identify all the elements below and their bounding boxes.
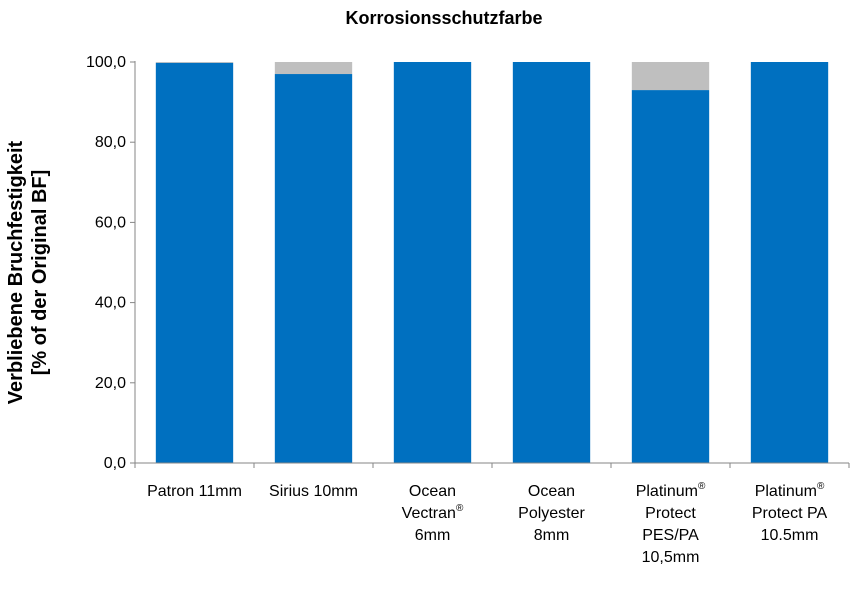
bar-segment-0 (155, 62, 234, 464)
x-category-label: 8mm (534, 527, 570, 544)
bar-segment-1 (631, 62, 710, 91)
x-category-label: Vectran® (402, 503, 464, 522)
bar-segment-0 (512, 62, 591, 463)
x-category-label: Ocean (409, 483, 456, 500)
bar-segment-1 (155, 62, 234, 63)
x-category-label: Polyester (518, 505, 585, 522)
y-axis-title: Verbliebene Bruchfestigkeit [% of der Ori… (5, 140, 51, 404)
x-category-label: Patron 11mm (147, 483, 242, 500)
x-category-label: 10.5mm (761, 527, 819, 544)
y-tick-label: 100,0 (86, 54, 126, 71)
bar-segment-0 (274, 74, 353, 463)
x-category-label: 6mm (415, 527, 451, 544)
bars (155, 62, 829, 464)
y-axis-title-line: Verbliebene Bruchfestigkeit (5, 140, 27, 404)
y-tick-label: 0,0 (104, 455, 126, 472)
y-tick-label: 80,0 (95, 134, 126, 151)
x-category-label: Sirius 10mm (269, 483, 358, 500)
bar-segment-1 (274, 62, 353, 75)
bar-segment-0 (631, 90, 710, 463)
x-category-label: Platinum® (755, 481, 825, 500)
x-category-label: PES/PA (642, 527, 699, 544)
y-tick-label: 40,0 (95, 295, 126, 312)
y-ticks: 0,0 20,0 40,0 60,0 80,0 100,0 (86, 54, 135, 472)
x-category-labels: Patron 11mm Sirius 10mm Ocean Vectran® 6mm Oc… (147, 481, 827, 566)
x-category-label: Protect PA (752, 505, 828, 522)
y-tick-label: 60,0 (95, 214, 126, 231)
x-category-label: Platinum® (636, 481, 706, 500)
y-tick-label: 20,0 (95, 375, 126, 392)
y-axis-title-line: [% of der Original BF] (29, 170, 51, 376)
x-category-label: Ocean (528, 483, 575, 500)
x-category-label: 10,5mm (642, 549, 700, 566)
chart-title: Korrosionsschutzfarbe (345, 8, 542, 28)
axes (134, 61, 850, 468)
x-category-label: Protect (645, 505, 696, 522)
bar-segment-0 (750, 62, 829, 463)
bar-segment-0 (393, 62, 472, 463)
